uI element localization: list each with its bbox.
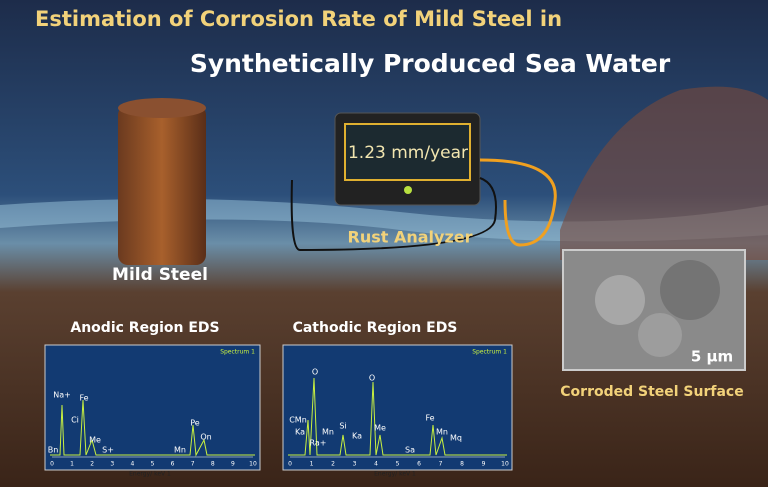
tick-label: 8 [460, 461, 464, 468]
reading: 1.23 mm/year [348, 143, 468, 163]
tick-label: 9 [482, 461, 486, 468]
tick-label: 9 [231, 461, 235, 468]
tick-label: 2 [331, 461, 335, 468]
steel-pillar [118, 105, 206, 265]
element-label: On [200, 433, 211, 442]
anodic-title: Anodic Region EDS [70, 320, 219, 336]
element-label: Si [339, 422, 346, 431]
tick-label: 2 [90, 461, 94, 468]
title-line2: Synthetically Produced Sea Water [190, 49, 671, 78]
cable-orange [479, 158, 557, 247]
element-label: Mn [322, 428, 334, 437]
tick-label: 3 [110, 461, 114, 468]
sem-caption: Corroded Steel Surface [560, 384, 743, 400]
element-label: Ra+ [310, 439, 327, 448]
element-label: Ci [71, 416, 79, 425]
tick-label: 6 [417, 461, 421, 468]
tick-label: 3 [353, 461, 357, 468]
tick-label: 0 [288, 461, 292, 468]
spectrum-label: Spectrum 1 [472, 349, 507, 356]
tick-label: 5 [151, 461, 155, 468]
element-label: CMn [289, 416, 307, 425]
tick-label: 1 [70, 461, 74, 468]
element-label: Ka [295, 428, 305, 437]
tick-label: 7 [439, 461, 443, 468]
cathodic-title: Cathodic Region EDS [293, 320, 458, 336]
tick-label: 5 [396, 461, 400, 468]
spectrum-label: Spectrum 1 [220, 349, 255, 356]
tick-label: 4 [130, 461, 134, 468]
anodic-panel [44, 344, 261, 471]
indicator-light [404, 186, 412, 194]
sem-texture [638, 313, 682, 357]
tick-label: 1 [310, 461, 314, 468]
element-label: O [312, 368, 318, 377]
element-label: Fe [425, 414, 434, 423]
cable-black [290, 177, 497, 252]
cathodic-spectrum [288, 377, 507, 456]
element-label: Bn [48, 446, 59, 455]
element-label: Pe [190, 419, 200, 428]
element-label: Ka [352, 432, 362, 441]
pillar-top [118, 98, 206, 118]
element-label: Na+ [53, 391, 71, 400]
tick-label: 10 [501, 461, 509, 468]
scale-bar-label: 5 µm [691, 348, 733, 366]
title-line1: Estimation of Corrosion Rate of Mild Ste… [35, 7, 562, 31]
specimen-label: Mild Steel [112, 265, 208, 285]
element-label: Fe [79, 394, 88, 403]
element-label: S+ [102, 446, 114, 455]
element-label: Mq [450, 434, 462, 443]
reef [560, 86, 768, 261]
element-label: Me [374, 424, 386, 433]
element-label: Me [89, 436, 101, 445]
tick-label: 6 [171, 461, 175, 468]
element-label: O [369, 374, 375, 383]
anodic-spectrum [50, 399, 255, 457]
element-label: Sa [405, 446, 415, 455]
analyzer-screen [344, 123, 471, 181]
element-label: Mn [436, 428, 448, 437]
cathodic-panel [282, 344, 513, 471]
tick-label: 8 [211, 461, 215, 468]
tick-label: 10 [249, 461, 257, 468]
tick-label: 4 [374, 461, 378, 468]
element-label: Mn [174, 446, 186, 455]
device-label: Rust Analyzer [348, 228, 473, 247]
sem-texture [660, 260, 720, 320]
axis-label: Energy/ keV 1 [129, 471, 171, 478]
tick-label: 0 [50, 461, 54, 468]
sem-texture [595, 275, 645, 325]
axis-label: Energy/ keV 1 [374, 471, 416, 478]
tick-label: 7 [191, 461, 195, 468]
